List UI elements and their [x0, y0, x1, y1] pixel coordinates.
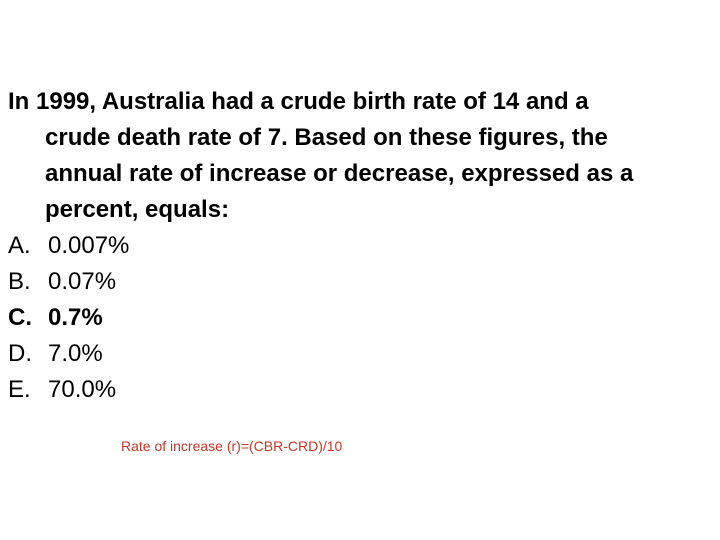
option-letter: D.: [8, 340, 32, 367]
option-a: A. 0.007%: [8, 228, 408, 264]
option-text: 7.0%: [48, 340, 103, 367]
formula-note: Rate of increase (r)=(CBR-CRD)/10: [121, 438, 343, 454]
question-line-1: In 1999, Australia had a crude birth rat…: [8, 88, 589, 115]
option-text: 0.7%: [48, 304, 103, 331]
question-line-2: crude death rate of 7. Based on these fi…: [45, 124, 608, 151]
question-line-3: annual rate of increase or decrease, exp…: [45, 160, 634, 187]
option-text: 0.007%: [48, 232, 130, 259]
option-d: D. 7.0%: [8, 336, 408, 372]
option-letter: C.: [8, 304, 32, 331]
answer-options: A. 0.007% B. 0.07% C. 0.7% D. 7.0% E. 70…: [8, 228, 408, 408]
question-line-4: percent, equals:: [45, 196, 230, 223]
option-b: B. 0.07%: [8, 264, 408, 300]
question-text: In 1999, Australia had a crude birth rat…: [8, 84, 698, 228]
option-text: 70.0%: [48, 376, 117, 403]
option-letter: A.: [8, 232, 31, 259]
option-text: 0.07%: [48, 268, 117, 295]
option-e: E. 70.0%: [8, 372, 408, 408]
option-c-correct: C. 0.7%: [8, 300, 408, 336]
option-letter: E.: [8, 376, 31, 403]
option-letter: B.: [8, 268, 31, 295]
